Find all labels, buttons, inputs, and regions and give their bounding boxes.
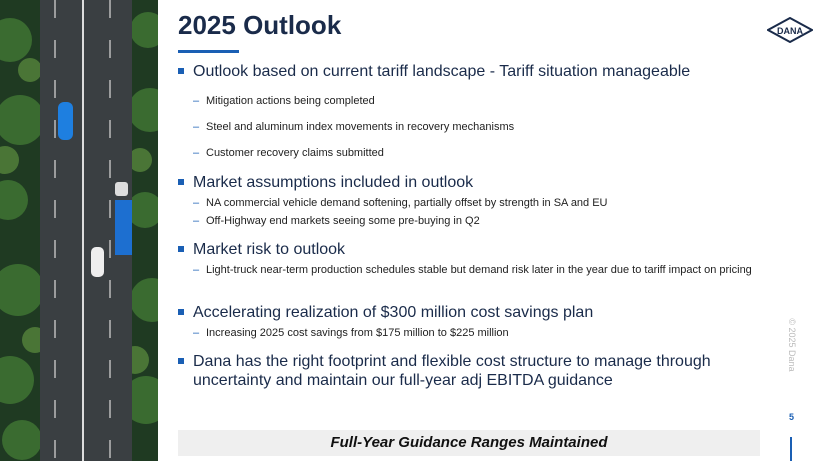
bullet: Outlook based on current tariff landscap… xyxy=(178,62,753,81)
bullet: Dana has the right footprint and flexibl… xyxy=(178,352,753,390)
sub-bullet: NA commercial vehicle demand softening, … xyxy=(193,196,761,210)
copyright: © 2025 Dana xyxy=(787,318,797,372)
page-number: 5 xyxy=(789,412,795,422)
sub-bullet: Light-truck near-term production schedul… xyxy=(193,263,761,277)
title: 2025 Outlook xyxy=(178,10,342,40)
sub-bullet: Steel and aluminum index movements in re… xyxy=(193,120,761,134)
bullet: Market risk to outlook xyxy=(178,240,753,259)
bullet: Accelerating realization of $300 million… xyxy=(178,303,753,322)
logo-text: DANA xyxy=(777,26,803,36)
title-underline xyxy=(178,50,239,53)
banner: Full-Year Guidance Ranges Maintained xyxy=(178,430,760,456)
bullet: Market assumptions included in outlook xyxy=(178,173,753,192)
sub-bullet: Mitigation actions being completed xyxy=(193,94,761,108)
logo: DANA xyxy=(767,17,813,43)
page-rule xyxy=(790,437,792,461)
sub-bullet: Increasing 2025 cost savings from $175 m… xyxy=(193,326,761,340)
banner-text: Full-Year Guidance Ranges Maintained xyxy=(330,434,608,451)
road-image xyxy=(0,0,158,461)
sub-bullet: Off-Highway end markets seeing some pre-… xyxy=(193,214,761,228)
sub-bullet: Customer recovery claims submitted xyxy=(193,146,761,160)
